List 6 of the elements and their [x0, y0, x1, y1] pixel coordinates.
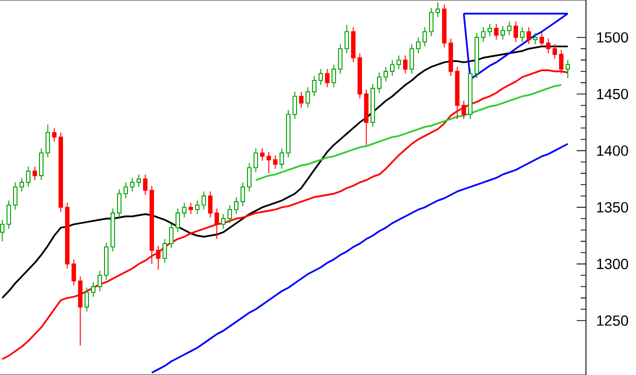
y-tick-label: 1450 [597, 88, 628, 100]
y-tick-label: 1400 [597, 145, 628, 156]
y-tick-label: 1500 [597, 32, 628, 43]
y-tick-label: 1300 [597, 258, 628, 270]
y-tick-label: 1350 [597, 202, 628, 213]
y-tick-label: 1250 [597, 315, 628, 326]
